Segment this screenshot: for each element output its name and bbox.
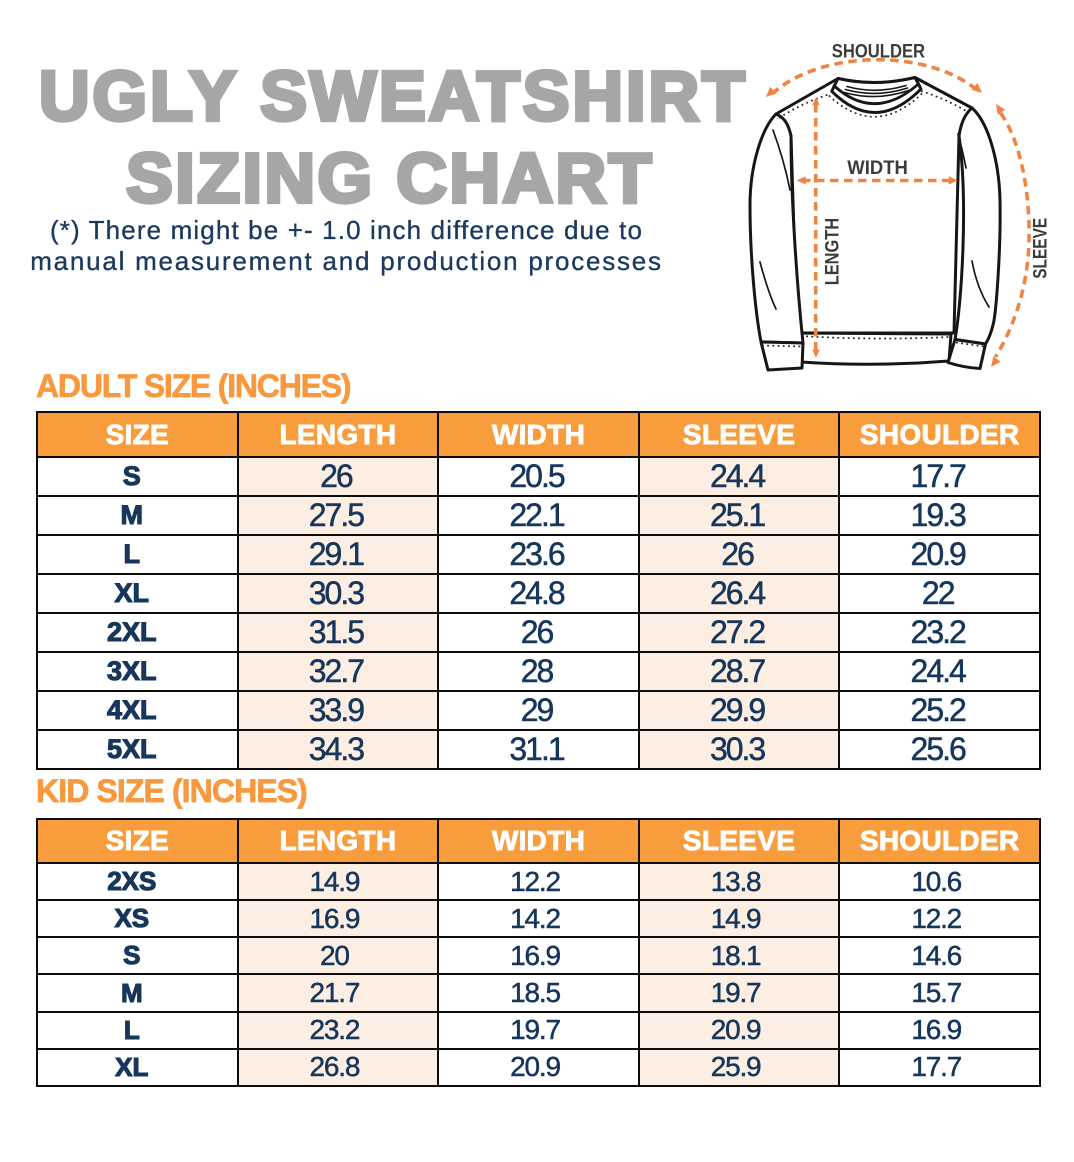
svg-text:WIDTH: WIDTH	[847, 157, 908, 179]
svg-text:LENGTH: LENGTH	[822, 218, 844, 285]
svg-text:SLEEVE: SLEEVE	[1029, 218, 1051, 279]
svg-text:SHOULDER: SHOULDER	[832, 40, 925, 62]
